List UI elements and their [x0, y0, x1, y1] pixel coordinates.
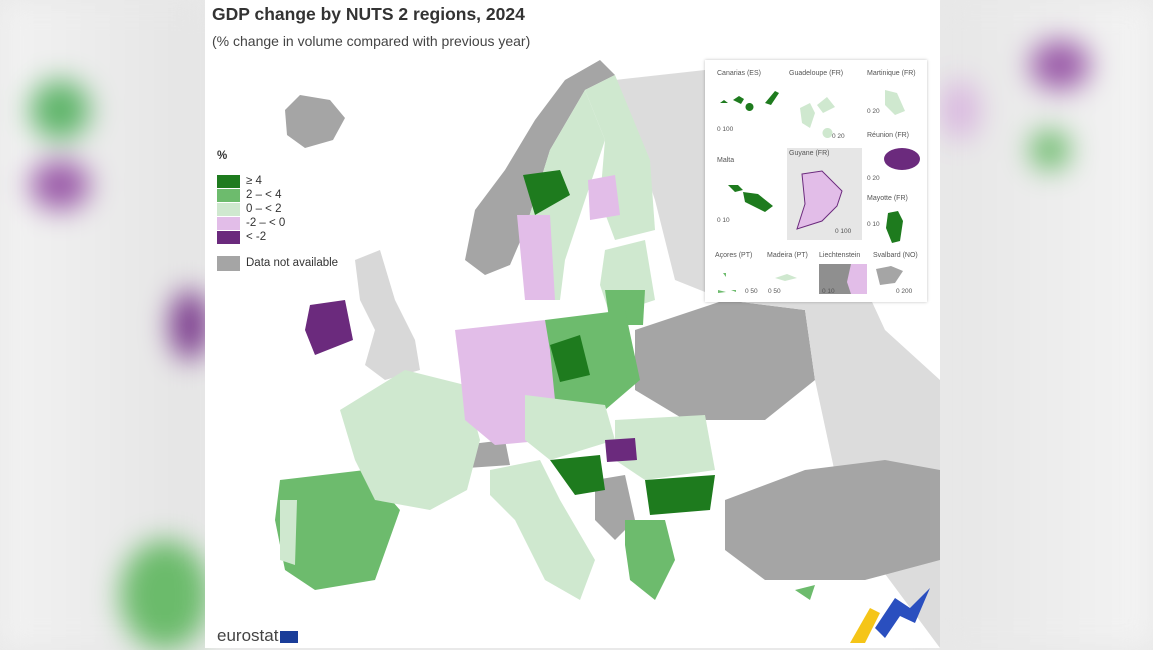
inset-label: Martinique (FR)	[867, 70, 916, 77]
scale-bar: 0 10	[717, 217, 730, 224]
scale-bar: 0 10	[867, 221, 880, 228]
map-panel: GDP change by NUTS 2 regions, 2024 (% ch…	[205, 0, 940, 648]
legend-item: ≥ 4	[217, 174, 338, 188]
legend-item-not-available: Data not available	[217, 255, 339, 271]
map-subtitle: (% change in volume compared with previo…	[212, 33, 531, 49]
region-poland	[545, 310, 640, 410]
region-iceland	[285, 95, 345, 148]
region-poland-mid	[550, 335, 590, 382]
inset-malta: Malta 0 10	[715, 155, 785, 235]
inset-label: Açores (PT)	[715, 252, 753, 259]
scale-bar: 0 100	[835, 228, 852, 235]
inset-mayotte: Mayotte (FR) 0 10	[865, 193, 925, 253]
scale-bar: 0 10	[822, 288, 835, 295]
legend-swatch	[217, 216, 240, 230]
inset-label: Guyane (FR)	[789, 150, 830, 157]
scale-bar: 0 50	[768, 288, 781, 295]
region-sweden-south	[517, 215, 555, 300]
inset-guadeloupe: Guadeloupe (FR) 0 20	[787, 68, 857, 148]
region-east	[635, 300, 815, 420]
legend-item: -2 – < 0	[217, 216, 338, 230]
region-france	[340, 370, 480, 510]
blurred-background-left	[0, 0, 210, 650]
inset-canarias: Canarias (ES) 0 100	[715, 68, 785, 143]
region-turkey	[725, 460, 940, 580]
inset-martinique: Martinique (FR) 0 20	[865, 68, 925, 128]
channel-logo-icon	[850, 588, 930, 643]
legend-item: < -2	[217, 230, 338, 244]
region-hungary	[605, 438, 637, 462]
legend-item: 0 – < 2	[217, 202, 338, 216]
legend-swatch	[217, 202, 240, 216]
region-sweden-north-mid	[523, 170, 570, 215]
legend-item: 2 – < 4	[217, 188, 338, 202]
legend-label: 2 – < 4	[246, 189, 282, 201]
scale-bar: 0 20	[867, 108, 880, 115]
legend-unit: %	[217, 150, 228, 162]
inset-maps-box: Canarias (ES) 0 100 Guadeloupe (FR) 0 20…	[705, 60, 927, 302]
inset-reunion: Réunion (FR) 0 20	[865, 130, 925, 190]
legend: % ≥ 4 2 – < 4 0 – < 2 -2 – < 0 < -2 Data…	[217, 150, 339, 271]
inset-label: Canarias (ES)	[717, 70, 761, 77]
scale-bar: 0 20	[832, 133, 845, 140]
inset-label: Svalbard (NO)	[873, 252, 918, 259]
inset-acores: Açores (PT) 0 50	[713, 250, 763, 298]
region-greece	[625, 520, 675, 600]
inset-svalbard: Svalbard (NO) 0 200	[871, 250, 926, 298]
legend-label: -2 – < 0	[246, 217, 286, 229]
region-uk	[355, 250, 420, 380]
blurred-background-right	[940, 0, 1153, 648]
inset-label: Réunion (FR)	[867, 132, 910, 139]
region-czechia-austria	[525, 395, 615, 460]
region-italy	[490, 460, 595, 600]
legend-label: ≥ 4	[246, 175, 262, 187]
region-cyprus	[795, 585, 815, 600]
region-iberia	[275, 470, 400, 590]
europe-map	[275, 60, 940, 648]
logo-text: eurostat	[217, 626, 279, 645]
scale-bar: 0 100	[717, 126, 734, 133]
inset-madeira: Madeira (PT) 0 50	[765, 250, 815, 298]
legend-label: < -2	[246, 231, 267, 243]
region-portugal	[280, 500, 297, 565]
scale-bar: 0 50	[745, 288, 758, 295]
region-croatia	[550, 455, 605, 495]
region-finland-mid	[588, 175, 620, 220]
inset-label: Madeira (PT)	[767, 252, 808, 259]
region-norway	[465, 60, 615, 275]
region-bulgaria	[645, 475, 715, 515]
legend-label: 0 – < 2	[246, 203, 282, 215]
inset-label: Guadeloupe (FR)	[789, 70, 844, 77]
legend-swatch	[217, 255, 240, 271]
region-ireland	[305, 300, 353, 355]
inset-liechtenstein: Liechtenstein 0 10	[817, 250, 869, 298]
inset-label: Malta	[717, 157, 735, 164]
map-title: GDP change by NUTS 2 regions, 2024	[212, 4, 525, 24]
region-romania	[615, 415, 715, 480]
legend-label: Data not available	[246, 257, 339, 269]
scale-bar: 0 200	[896, 288, 913, 295]
scale-bar: 0 20	[867, 175, 880, 182]
eurostat-logo: eurostat	[217, 626, 299, 646]
inset-guyane: Guyane (FR) 0 100	[787, 148, 862, 240]
legend-swatch	[217, 230, 240, 244]
inset-label: Mayotte (FR)	[867, 195, 908, 202]
eu-flag-icon	[280, 630, 299, 643]
legend-swatch	[217, 174, 240, 188]
inset-label: Liechtenstein	[819, 252, 861, 259]
legend-swatch	[217, 188, 240, 202]
